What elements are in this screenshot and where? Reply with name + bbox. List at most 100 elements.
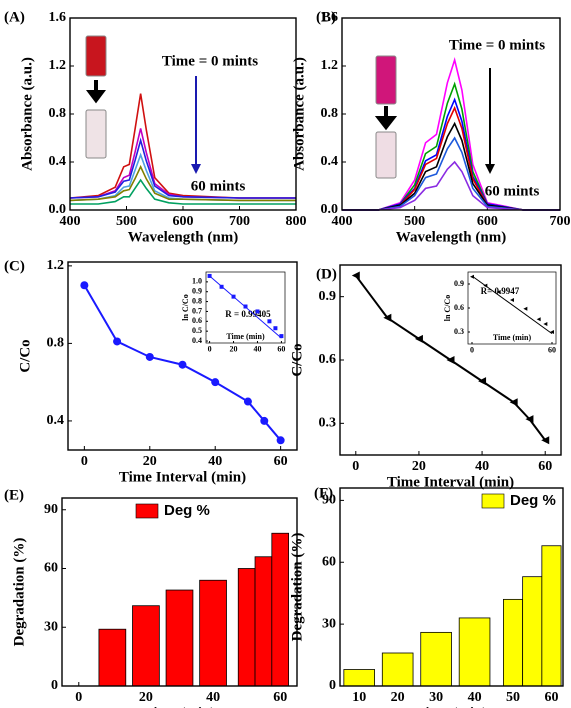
legend-swatch (135, 503, 159, 519)
x-tick-label: 20 (230, 345, 238, 354)
y-axis-label: ln C/Co (181, 294, 190, 320)
point (496, 290, 501, 294)
y-tick-label: 60 (44, 561, 58, 576)
x-tick-label: 40 (475, 459, 489, 474)
y-tick-label: 0 (51, 678, 58, 693)
point (541, 436, 550, 445)
x-tick-label: 0 (81, 454, 88, 469)
point (510, 298, 514, 302)
x-tick-label: 600 (477, 214, 498, 229)
y-tick-label: 60 (322, 554, 336, 569)
chart-panel: 0 20 40 60 0.3 0.6 0.9 Time Interval (min) C/Co (… (289, 264, 562, 490)
y-tick-label: 0.0 (321, 202, 339, 217)
y-tick-label: 0.8 (321, 106, 339, 121)
x-tick-label: 0 (352, 459, 359, 474)
y-tick-label: 0.4 (47, 413, 65, 428)
y-tick-label: 0.4 (321, 154, 339, 169)
plot-frame (341, 17, 561, 211)
y-axis-label: Absorbance (a.u.) (19, 57, 35, 171)
point (243, 397, 252, 406)
y-axis-label: C/Co (289, 343, 305, 376)
plot-frame (467, 271, 557, 345)
y-tick-label: 30 (44, 619, 58, 634)
y-tick-label: 1.6 (49, 10, 67, 25)
series-line (69, 164, 296, 202)
annotation: 60 mints (191, 178, 246, 194)
plot-frame (69, 17, 297, 211)
x-axis-label: Time Interval (min) (119, 469, 246, 485)
panel-label: (C) (4, 258, 25, 274)
y-tick-label: 0.8 (192, 296, 202, 305)
y-axis-label: ln C/Co (443, 295, 452, 321)
x-tick-label: 60 (273, 690, 287, 705)
point (351, 271, 360, 280)
chart-panel: 400 500 600 700 800 0.0 0.4 0.8 1.2 1.6 Wavelength… (4, 9, 307, 245)
x-tick-label: 500 (404, 214, 425, 229)
y-tick-label: 1.2 (47, 258, 65, 273)
series-line (69, 93, 296, 199)
y-tick-label: 0.6 (192, 316, 202, 325)
y-tick-label: 90 (322, 493, 336, 508)
point (543, 322, 548, 326)
x-tick-label: 40 (468, 690, 482, 705)
x-axis-label: Time (min) (226, 332, 265, 341)
point (470, 274, 474, 279)
y-tick-label: 0.6 (454, 303, 464, 312)
point (523, 306, 528, 311)
y-tick-label: 0 (329, 678, 336, 693)
legend-label: Deg % (510, 492, 556, 509)
x-tick-label: 0 (75, 690, 82, 705)
point (536, 317, 541, 322)
y-axis-label: Absorbance (a.u.) (291, 57, 307, 171)
panel-label: (D) (316, 266, 337, 282)
plot-frame (61, 497, 298, 687)
x-axis-label: Time (min) (416, 705, 488, 708)
series-line (471, 275, 553, 335)
series-line (209, 275, 282, 339)
chart-panel: 10 20 30 40 50 60 0 30 60 90 Time (min) Degradation… (289, 485, 564, 708)
x-tick-label: 40 (253, 345, 261, 354)
y-axis-label: C/Co (17, 339, 33, 372)
bar (503, 598, 524, 687)
y-axis-label: Degradation (%) (289, 533, 305, 642)
y-tick-label: 0.4 (192, 336, 202, 345)
point (273, 326, 278, 331)
annotation: Time = 0 mints (449, 37, 545, 53)
point (279, 334, 284, 339)
x-axis-label: Wavelength (nm) (128, 229, 238, 245)
point (525, 415, 534, 424)
point (113, 337, 122, 346)
x-axis-label: Time (min) (493, 333, 532, 342)
chart-panel: 0 20 40 60 0.4 0.8 1.2 Time Interval (min) C/Co (… (4, 258, 298, 485)
point (550, 330, 554, 334)
bar (237, 568, 256, 687)
chart-panel: 400 500 600 700 0.0 0.4 0.8 1.2 1.6 Wavelength (n… (291, 9, 570, 245)
x-axis-label: Wavelength (nm) (396, 229, 506, 245)
y-tick-label: 1.2 (321, 58, 339, 73)
y-tick-label: 1.0 (192, 277, 202, 286)
plot-frame (205, 271, 286, 344)
x-tick-label: 60 (274, 454, 288, 469)
series-line (354, 274, 547, 441)
y-tick-label: 0.7 (192, 306, 202, 315)
series-line (342, 136, 560, 211)
x-tick-label: 20 (143, 454, 157, 469)
point (80, 281, 89, 290)
series-line (70, 178, 296, 205)
chart-panel: 0 20 40 60 0 30 60 90 Time (min) Degradation (%) (… (4, 487, 298, 708)
y-tick-label: 0.3 (454, 327, 464, 336)
point (509, 398, 518, 407)
x-tick-label: 500 (116, 214, 137, 229)
annotation: Time = 0 mints (162, 53, 258, 69)
y-tick-label: 1.2 (49, 58, 67, 73)
x-tick-label: 400 (332, 214, 353, 229)
bar (165, 589, 194, 687)
point (178, 360, 187, 369)
y-tick-label: 0.8 (49, 106, 67, 121)
bar (541, 545, 562, 687)
panel-label: (E) (4, 487, 24, 503)
bar (132, 605, 160, 687)
